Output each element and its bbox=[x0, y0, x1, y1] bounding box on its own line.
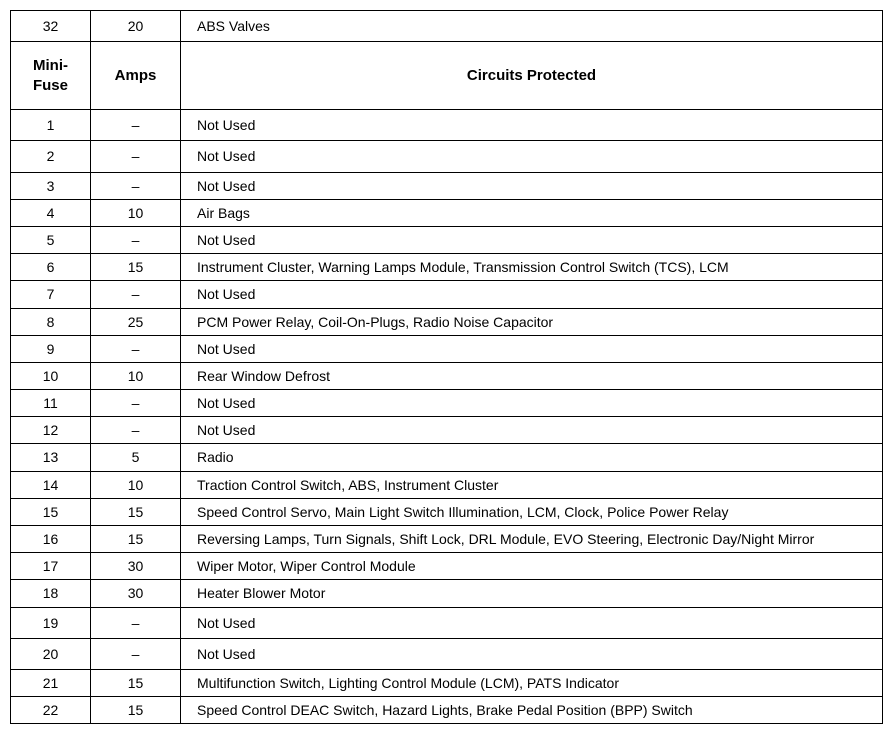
header-circuits: Circuits Protected bbox=[181, 42, 883, 110]
cell-amps: 20 bbox=[91, 11, 181, 42]
table-row: 1830Heater Blower Motor bbox=[11, 580, 883, 607]
table-row: 2215Speed Control DEAC Switch, Hazard Li… bbox=[11, 697, 883, 724]
cell-desc: PCM Power Relay, Coil-On-Plugs, Radio No… bbox=[181, 308, 883, 335]
cell-amps: – bbox=[91, 226, 181, 253]
cell-fuse-num: 1 bbox=[11, 110, 91, 141]
cell-fuse-num: 4 bbox=[11, 199, 91, 226]
cell-desc: Not Used bbox=[181, 281, 883, 308]
table-row: 825PCM Power Relay, Coil-On-Plugs, Radio… bbox=[11, 308, 883, 335]
cell-amps: – bbox=[91, 638, 181, 669]
table-row: 2115Multifunction Switch, Lighting Contr… bbox=[11, 669, 883, 696]
fuse-table: 32 20 ABS Valves Mini- Fuse Amps Circuit… bbox=[10, 10, 883, 724]
table-row: 11–Not Used bbox=[11, 390, 883, 417]
table-row: 20–Not Used bbox=[11, 638, 883, 669]
cell-amps: 30 bbox=[91, 553, 181, 580]
cell-fuse-num: 11 bbox=[11, 390, 91, 417]
cell-desc: Not Used bbox=[181, 141, 883, 172]
cell-fuse-num: 15 bbox=[11, 498, 91, 525]
table-row: 1410Traction Control Switch, ABS, Instru… bbox=[11, 471, 883, 498]
cell-amps: – bbox=[91, 141, 181, 172]
cell-desc: Not Used bbox=[181, 607, 883, 638]
cell-fuse-num: 22 bbox=[11, 697, 91, 724]
table-row-top: 32 20 ABS Valves bbox=[11, 11, 883, 42]
table-row: 12–Not Used bbox=[11, 417, 883, 444]
table-row: 7–Not Used bbox=[11, 281, 883, 308]
header-fuse-line2: Fuse bbox=[19, 76, 82, 96]
table-row: 135Radio bbox=[11, 444, 883, 471]
cell-amps: – bbox=[91, 172, 181, 199]
cell-amps: 10 bbox=[91, 362, 181, 389]
table-row: 1–Not Used bbox=[11, 110, 883, 141]
cell-fuse-num: 12 bbox=[11, 417, 91, 444]
cell-desc: Not Used bbox=[181, 226, 883, 253]
cell-desc: Reversing Lamps, Turn Signals, Shift Loc… bbox=[181, 526, 883, 553]
cell-amps: – bbox=[91, 607, 181, 638]
cell-desc: Rear Window Defrost bbox=[181, 362, 883, 389]
cell-amps: – bbox=[91, 281, 181, 308]
cell-desc: Instrument Cluster, Warning Lamps Module… bbox=[181, 254, 883, 281]
cell-desc: Not Used bbox=[181, 390, 883, 417]
cell-amps: 10 bbox=[91, 471, 181, 498]
cell-desc: ABS Valves bbox=[181, 11, 883, 42]
header-amps: Amps bbox=[91, 42, 181, 110]
cell-desc: Wiper Motor, Wiper Control Module bbox=[181, 553, 883, 580]
cell-fuse-num: 10 bbox=[11, 362, 91, 389]
cell-amps: – bbox=[91, 110, 181, 141]
cell-desc: Heater Blower Motor bbox=[181, 580, 883, 607]
cell-desc: Radio bbox=[181, 444, 883, 471]
cell-fuse-num: 8 bbox=[11, 308, 91, 335]
cell-amps: 15 bbox=[91, 254, 181, 281]
cell-desc: Multifunction Switch, Lighting Control M… bbox=[181, 669, 883, 696]
header-fuse: Mini- Fuse bbox=[11, 42, 91, 110]
cell-desc: Not Used bbox=[181, 335, 883, 362]
cell-desc: Not Used bbox=[181, 110, 883, 141]
cell-fuse-num: 16 bbox=[11, 526, 91, 553]
cell-desc: Speed Control DEAC Switch, Hazard Lights… bbox=[181, 697, 883, 724]
cell-fuse-num: 21 bbox=[11, 669, 91, 696]
cell-fuse-num: 7 bbox=[11, 281, 91, 308]
cell-amps: 30 bbox=[91, 580, 181, 607]
cell-desc: Air Bags bbox=[181, 199, 883, 226]
cell-fuse-num: 5 bbox=[11, 226, 91, 253]
cell-amps: – bbox=[91, 417, 181, 444]
cell-fuse-num: 9 bbox=[11, 335, 91, 362]
cell-desc: Traction Control Switch, ABS, Instrument… bbox=[181, 471, 883, 498]
cell-fuse-num: 18 bbox=[11, 580, 91, 607]
table-row: 19–Not Used bbox=[11, 607, 883, 638]
cell-fuse-num: 32 bbox=[11, 11, 91, 42]
cell-fuse-num: 19 bbox=[11, 607, 91, 638]
table-row: 1010Rear Window Defrost bbox=[11, 362, 883, 389]
cell-fuse-num: 20 bbox=[11, 638, 91, 669]
cell-fuse-num: 13 bbox=[11, 444, 91, 471]
cell-amps: 25 bbox=[91, 308, 181, 335]
cell-fuse-num: 6 bbox=[11, 254, 91, 281]
cell-amps: 15 bbox=[91, 669, 181, 696]
cell-amps: 10 bbox=[91, 199, 181, 226]
header-fuse-line1: Mini- bbox=[19, 56, 82, 76]
cell-fuse-num: 3 bbox=[11, 172, 91, 199]
cell-desc: Speed Control Servo, Main Light Switch I… bbox=[181, 498, 883, 525]
table-header-row: Mini- Fuse Amps Circuits Protected bbox=[11, 42, 883, 110]
table-row: 3–Not Used bbox=[11, 172, 883, 199]
cell-amps: – bbox=[91, 390, 181, 417]
table-row: 9–Not Used bbox=[11, 335, 883, 362]
cell-desc: Not Used bbox=[181, 638, 883, 669]
cell-amps: 15 bbox=[91, 697, 181, 724]
table-row: 615Instrument Cluster, Warning Lamps Mod… bbox=[11, 254, 883, 281]
cell-amps: 15 bbox=[91, 526, 181, 553]
table-row: 1615Reversing Lamps, Turn Signals, Shift… bbox=[11, 526, 883, 553]
cell-amps: – bbox=[91, 335, 181, 362]
cell-amps: 5 bbox=[91, 444, 181, 471]
cell-desc: Not Used bbox=[181, 172, 883, 199]
cell-fuse-num: 2 bbox=[11, 141, 91, 172]
table-row: 2–Not Used bbox=[11, 141, 883, 172]
cell-fuse-num: 14 bbox=[11, 471, 91, 498]
cell-fuse-num: 17 bbox=[11, 553, 91, 580]
table-row: 5–Not Used bbox=[11, 226, 883, 253]
cell-desc: Not Used bbox=[181, 417, 883, 444]
table-row: 410Air Bags bbox=[11, 199, 883, 226]
table-row: 1515Speed Control Servo, Main Light Swit… bbox=[11, 498, 883, 525]
cell-amps: 15 bbox=[91, 498, 181, 525]
table-row: 1730Wiper Motor, Wiper Control Module bbox=[11, 553, 883, 580]
